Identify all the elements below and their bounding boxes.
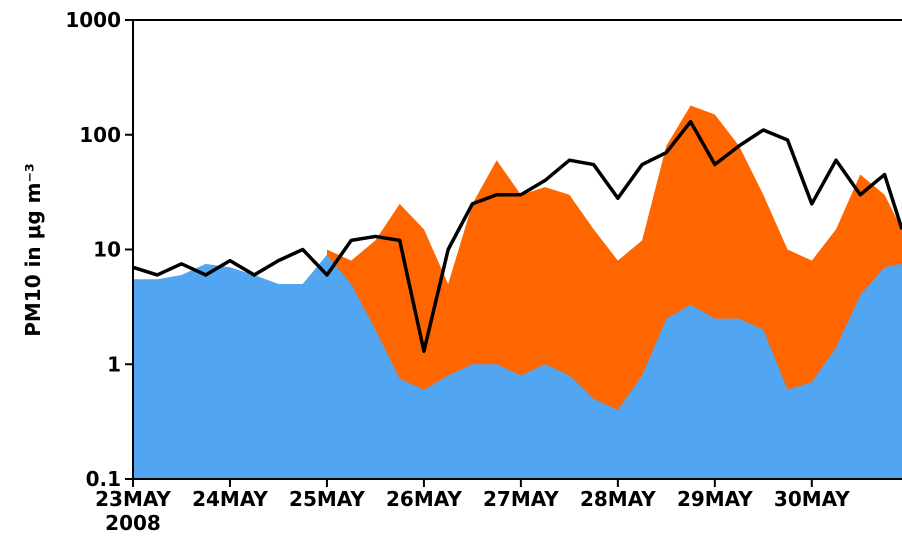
y-tick-label: 100	[79, 123, 121, 147]
y-tick-label: 1	[107, 352, 121, 376]
x-tick-label: 27MAY	[483, 487, 559, 511]
x-tick-label: 30MAY	[774, 487, 850, 511]
y-tick-label: 10	[93, 238, 121, 262]
area	[133, 254, 902, 479]
x-year-label: 2008	[105, 511, 161, 535]
line	[132, 119, 902, 353]
x-tick-label: 23MAY	[95, 487, 171, 511]
y-axis-label: PM10 in μg m⁻³	[21, 163, 45, 337]
y-tick-label: 0.1	[86, 467, 121, 491]
x-tick-label: 26MAY	[386, 487, 462, 511]
x-tick-label: 25MAY	[289, 487, 365, 511]
y-tick-label: 1000	[65, 8, 121, 32]
x-tick-label: 24MAY	[192, 487, 268, 511]
x-tick-label: 28MAY	[580, 487, 656, 511]
x-tick-label: 29MAY	[677, 487, 753, 511]
